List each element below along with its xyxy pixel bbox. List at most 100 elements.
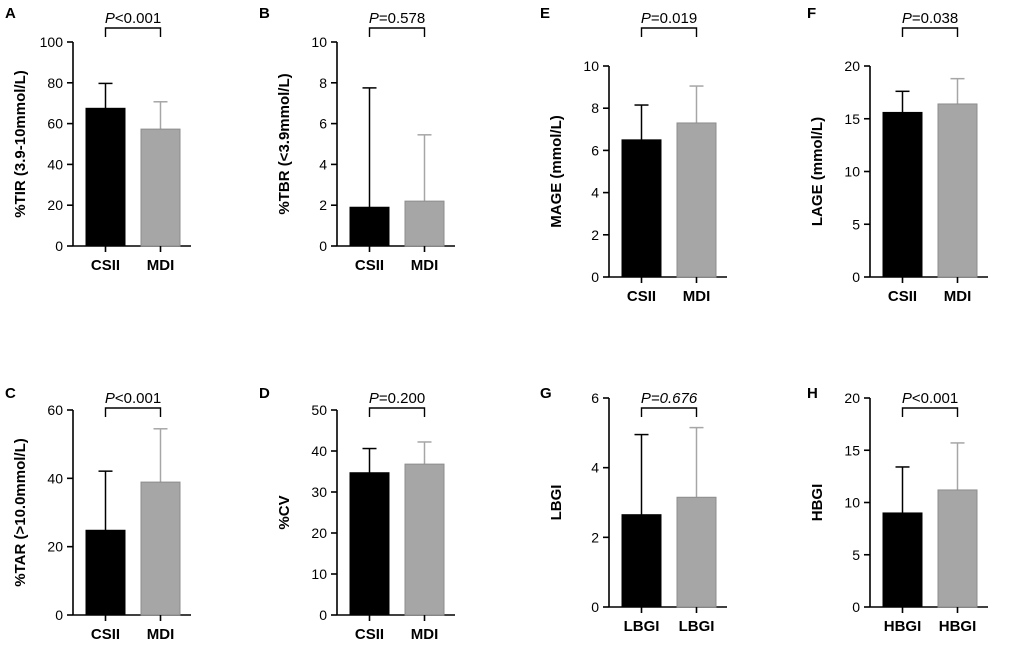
bar-group-1 — [621, 514, 662, 608]
panel-letter: F — [807, 5, 816, 22]
y-tick-label: 60 — [47, 402, 63, 418]
bar-group-1 — [85, 529, 126, 616]
x-category-label: LBGI — [624, 618, 660, 635]
y-tick-label: 5 — [852, 547, 860, 563]
x-category-label: HBGI — [939, 618, 977, 635]
p-value-text: =0.038 — [912, 10, 958, 27]
significance-bracket — [104, 407, 162, 417]
y-axis-title: %TIR (3.9-10mmol/L) — [12, 70, 29, 218]
x-category-label: CSII — [355, 257, 384, 274]
panel-letter: E — [540, 5, 550, 22]
p-value-text: <0.001 — [115, 10, 161, 27]
x-category-label: MDI — [147, 257, 175, 274]
y-tick-label: 2 — [591, 529, 599, 545]
bar-group-2 — [676, 496, 717, 608]
y-tick-label: 10 — [311, 34, 327, 50]
y-tick-label: 10 — [844, 495, 860, 511]
y-tick-label: 30 — [311, 484, 327, 500]
y-tick-label: 0 — [55, 607, 63, 623]
significance-bracket — [640, 407, 698, 417]
x-category-label: CSII — [91, 257, 120, 274]
y-tick-label: 4 — [591, 460, 599, 476]
x-category-label: CSII — [888, 288, 917, 305]
panel-letter: H — [807, 385, 818, 402]
y-tick-label: 6 — [319, 116, 327, 132]
y-tick-label: 8 — [591, 100, 599, 116]
y-tick-label: 15 — [844, 442, 860, 458]
x-category-label: MDI — [411, 257, 439, 274]
panel-letter: D — [259, 385, 270, 402]
bar-group-2 — [140, 481, 181, 616]
y-tick-label: 10 — [583, 58, 599, 74]
y-tick-label: 100 — [40, 34, 64, 50]
y-tick-label: 20 — [47, 197, 63, 213]
panel-h: H 0 5 10 15 20 HBGI HBGI HBGI P<0.001 — [807, 385, 988, 635]
panel-b: B 0 2 4 6 8 10 CSII MDI %TBR (<3.9mmol/L) P=0.578 — [259, 5, 455, 274]
panel-letter: B — [259, 5, 270, 22]
panel-g: G 0 2 4 6 LBGI LBGI LBGI P=0.676 — [540, 385, 727, 635]
y-axis-title: %TBR (<3.9mmol/L) — [276, 73, 293, 214]
panel-c: C 0 20 40 60 CSII MDI %TAR (>10.0mmol/L) P<0.001 — [5, 385, 191, 643]
p-value-prefix: P — [641, 390, 651, 407]
panel-letter: A — [5, 5, 16, 22]
panel-a: A 0 20 40 60 80 100 CSII MDI %TIR (3.9-10mmol/L) P… — [5, 5, 191, 274]
y-tick-label: 0 — [319, 607, 327, 623]
y-tick-label: 4 — [319, 156, 327, 172]
p-value-label: P=0.038 — [902, 10, 958, 27]
y-tick-label: 80 — [47, 75, 63, 91]
panel-letter: G — [540, 385, 552, 402]
bar-group-2 — [937, 103, 978, 278]
p-value-prefix: P — [105, 10, 115, 27]
panel-d: D 0 10 20 30 40 50 CSII MDI %CV P=0.200 — [259, 385, 455, 643]
y-tick-label: 20 — [844, 58, 860, 74]
p-value-text: =0.200 — [379, 390, 425, 407]
significance-bracket — [901, 27, 959, 37]
y-tick-label: 4 — [591, 185, 599, 201]
y-tick-label: 20 — [844, 390, 860, 406]
bar-group-2 — [404, 200, 445, 247]
y-tick-label: 6 — [591, 390, 599, 406]
panel-letter: C — [5, 385, 16, 402]
bar-group-2 — [676, 122, 717, 278]
y-tick-label: 0 — [591, 269, 599, 285]
significance-bracket — [901, 407, 959, 417]
y-tick-label: 0 — [852, 599, 860, 615]
y-tick-label: 40 — [47, 156, 63, 172]
significance-bracket — [640, 27, 698, 37]
bar-group-1 — [882, 111, 923, 278]
y-axis-title: LBGI — [548, 485, 565, 521]
p-value-text: =0.578 — [379, 10, 425, 27]
x-category-label: MDI — [411, 626, 439, 643]
y-tick-label: 50 — [311, 402, 327, 418]
bar-group-2 — [140, 128, 181, 247]
y-axis-title: %TAR (>10.0mmol/L) — [12, 438, 29, 587]
p-value-prefix: P — [369, 10, 379, 27]
y-tick-label: 6 — [591, 142, 599, 158]
p-value-prefix: P — [369, 390, 379, 407]
x-category-label: HBGI — [884, 618, 922, 635]
panel-e: E 0 2 4 6 8 10 CSII MDI MAGE (mmol/L) P=0.019 — [540, 5, 727, 305]
panel-f: F 0 5 10 15 20 CSII MDI LAGE (mmol/L) P=0.038 — [807, 5, 988, 305]
y-tick-label: 60 — [47, 116, 63, 132]
y-tick-label: 20 — [311, 525, 327, 541]
significance-bracket — [104, 27, 162, 37]
bar-group-1 — [882, 512, 923, 608]
bar-group-1 — [621, 139, 662, 278]
bar-group-1 — [349, 206, 390, 247]
significance-bracket — [368, 27, 426, 37]
bar-group-1 — [349, 472, 390, 616]
y-axis-title: %CV — [276, 495, 293, 529]
y-tick-label: 10 — [311, 566, 327, 582]
y-tick-label: 10 — [844, 164, 860, 180]
y-tick-label: 8 — [319, 75, 327, 91]
bar-group-2 — [937, 489, 978, 608]
y-tick-label: 2 — [319, 197, 327, 213]
y-axis-title: HBGI — [809, 484, 826, 522]
p-value-label: P<0.001 — [105, 390, 161, 407]
p-value-label: P=0.200 — [369, 390, 425, 407]
bar-group-2 — [404, 463, 445, 616]
p-value-text: =0.676 — [651, 390, 698, 407]
y-tick-label: 40 — [311, 443, 327, 459]
